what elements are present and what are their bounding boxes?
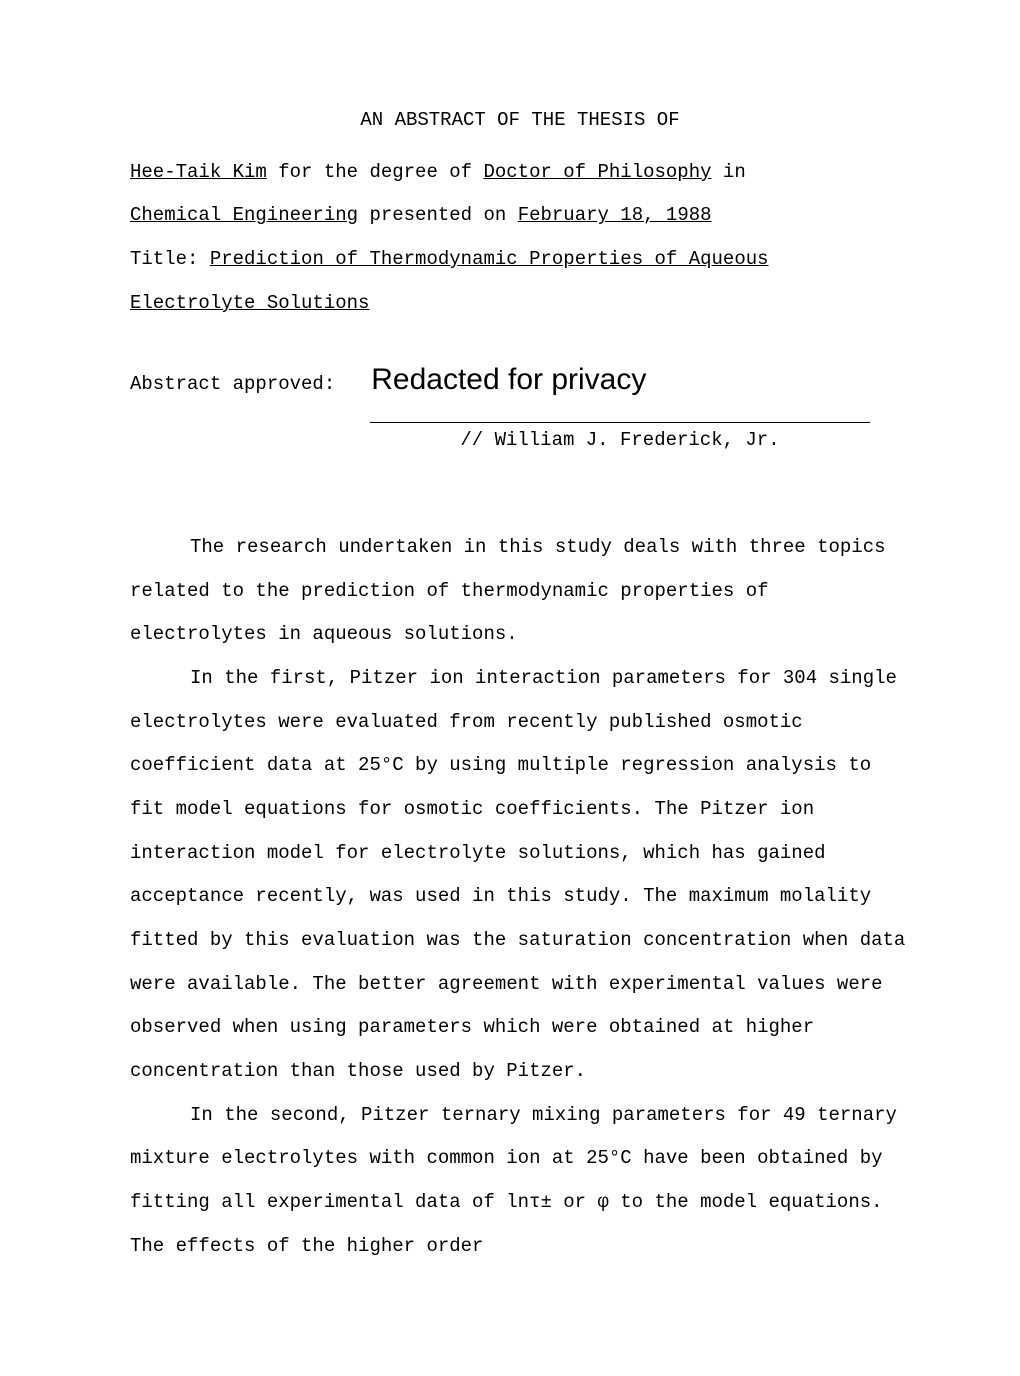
redacted-text: Redacted for privacy bbox=[371, 345, 646, 414]
department: Chemical Engineering bbox=[130, 204, 358, 226]
body-paragraph-1: The research undertaken in this study de… bbox=[130, 526, 910, 657]
title-line-1: Title: Prediction of Thermodynamic Prope… bbox=[130, 238, 910, 282]
thesis-title-2: Electrolyte Solutions bbox=[130, 292, 369, 314]
author-name: Hee-Taik Kim bbox=[130, 161, 267, 183]
body-paragraph-3: In the second, Pitzer ternary mixing par… bbox=[130, 1094, 910, 1269]
abstract-heading: AN ABSTRACT OF THE THESIS OF bbox=[130, 99, 910, 143]
text-for-degree: for the degree of bbox=[267, 161, 484, 183]
text-presented: presented on bbox=[358, 204, 518, 226]
title-line-2: Electrolyte Solutions bbox=[130, 282, 910, 326]
presentation-date: February 18, 1988 bbox=[518, 204, 712, 226]
page: AN ABSTRACT OF THE THESIS OF Hee-Taik Ki… bbox=[0, 0, 1020, 1329]
text-in: in bbox=[712, 161, 746, 183]
signature-line: // William J. Frederick, Jr. bbox=[370, 422, 870, 455]
degree-name: Doctor of Philosophy bbox=[483, 161, 711, 183]
approval-block: Abstract approved: Redacted for privacy bbox=[130, 345, 910, 414]
author-line: Hee-Taik Kim for the degree of Doctor of… bbox=[130, 151, 910, 195]
spacer bbox=[130, 486, 910, 526]
title-prefix: Title: bbox=[130, 248, 210, 270]
thesis-title-1: Prediction of Thermodynamic Properties o… bbox=[210, 248, 769, 270]
dept-line: Chemical Engineering presented on Februa… bbox=[130, 194, 910, 238]
signer-name: // William J. Frederick, Jr. bbox=[460, 429, 779, 451]
body-paragraph-2: In the first, Pitzer ion interaction par… bbox=[130, 657, 910, 1094]
abstract-approved-label: Abstract approved: bbox=[130, 363, 335, 407]
